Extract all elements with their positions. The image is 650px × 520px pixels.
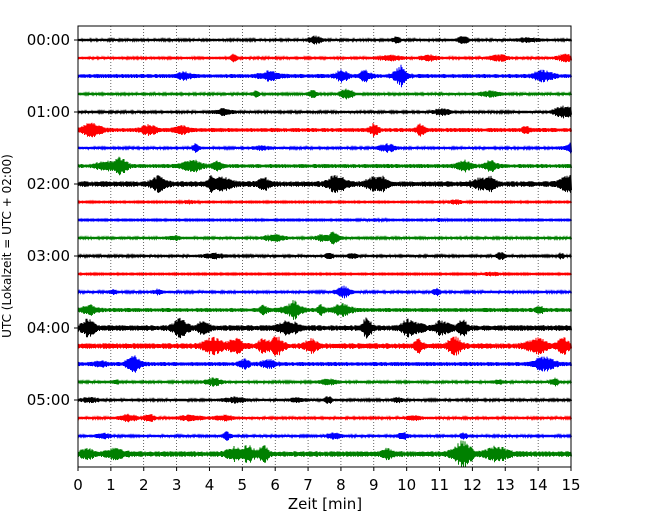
y-tick-label: 04:00 [27,319,70,337]
x-tick-label: 0 [73,476,83,494]
x-tick-label: 10 [397,476,416,494]
x-tick-label: 9 [369,476,379,494]
x-axis-label: Zeit [min] [288,495,362,513]
x-tick-label: 4 [205,476,215,494]
y-tick-label: 03:00 [27,247,70,265]
x-tick-label: 6 [270,476,280,494]
x-tick-label: 3 [172,476,182,494]
y-tick-label: 05:00 [27,391,70,409]
y-tick-label: 01:00 [27,103,70,121]
y-axis-label: UTC (Lokalzeit = UTC + 02:00) [0,154,14,338]
y-axis: 00:00 01:00 02:00 03:00 04:00 05:00 [27,31,78,409]
trace-layer [77,35,572,468]
x-tick-label: 2 [139,476,149,494]
x-tick-label: 7 [303,476,313,494]
plot-frame [77,25,572,468]
x-tick-label: 12 [463,476,482,494]
x-tick-label: 1 [106,476,116,494]
y-tick-label: 02:00 [27,175,70,193]
x-axis: 0 1 2 3 4 5 6 7 8 9 10 11 12 13 14 15 [73,467,581,494]
y-tick-label: 00:00 [27,31,70,49]
x-tick-label: 14 [529,476,548,494]
x-tick-label: 15 [561,476,580,494]
x-tick-label: 11 [430,476,449,494]
x-tick-label: 13 [496,476,515,494]
x-tick-label: 8 [336,476,346,494]
x-tick-label: 5 [238,476,248,494]
